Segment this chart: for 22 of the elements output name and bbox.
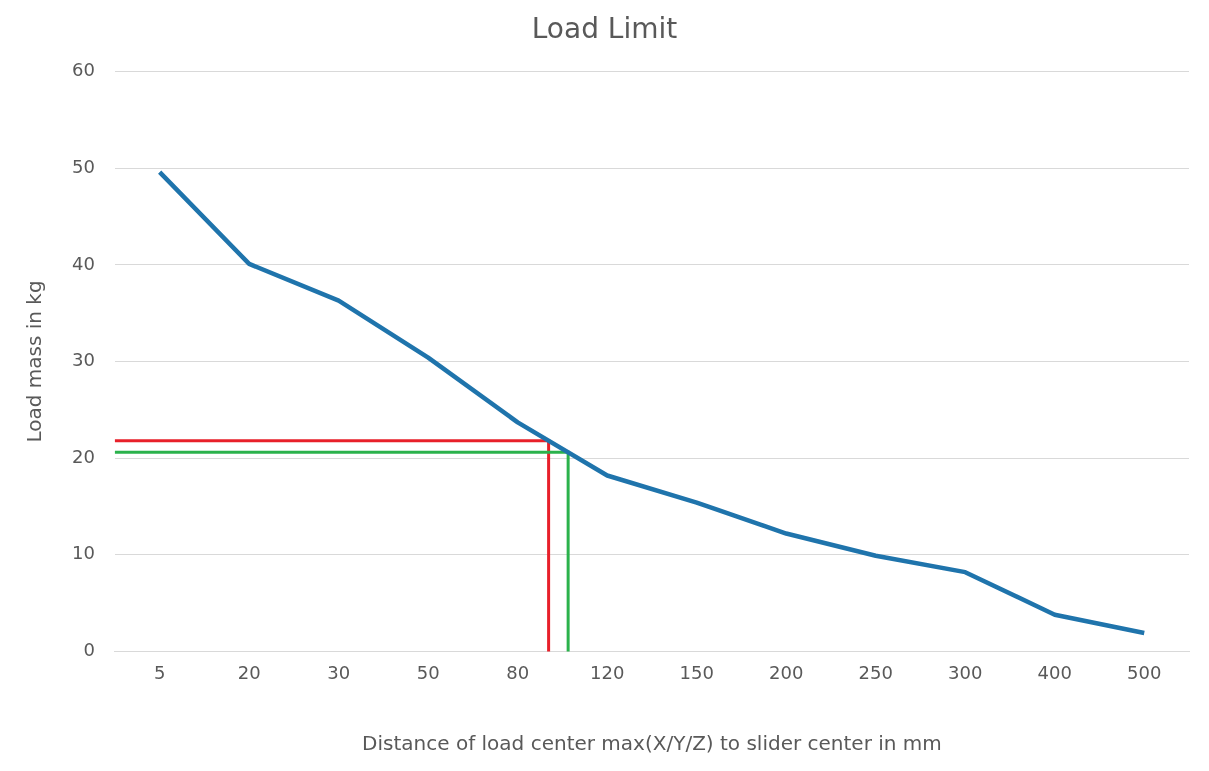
y-tick-label: 20 [72,445,95,467]
x-tick-label: 400 [1037,661,1072,683]
x-tick-label: 500 [1127,661,1162,683]
y-tick-label: 0 [83,639,95,661]
y-tick-label: 10 [72,542,95,564]
chart-title: Load Limit [531,12,678,46]
x-tick-label: 120 [590,661,625,683]
x-tick-label: 200 [769,661,804,683]
x-tick-label: 80 [506,661,530,683]
y-tick-label: 40 [72,252,95,274]
x-tick-label: 20 [237,661,261,683]
y-tick-label: 60 [72,59,95,81]
x-axis-title: Distance of load center max(X/Y/Z) to slider center in mm [362,731,942,756]
x-tick-label: 300 [948,661,983,683]
y-axis-title: Load mass in kg [22,280,47,443]
y-tick-label: 50 [72,155,95,177]
x-tick-label: 50 [416,661,440,683]
x-tick-label: 150 [679,661,714,683]
x-tick-label: 250 [858,661,893,683]
x-tick-label: 5 [153,661,166,683]
y-tick-label: 30 [72,349,95,371]
x-tick-label: 30 [327,661,351,683]
